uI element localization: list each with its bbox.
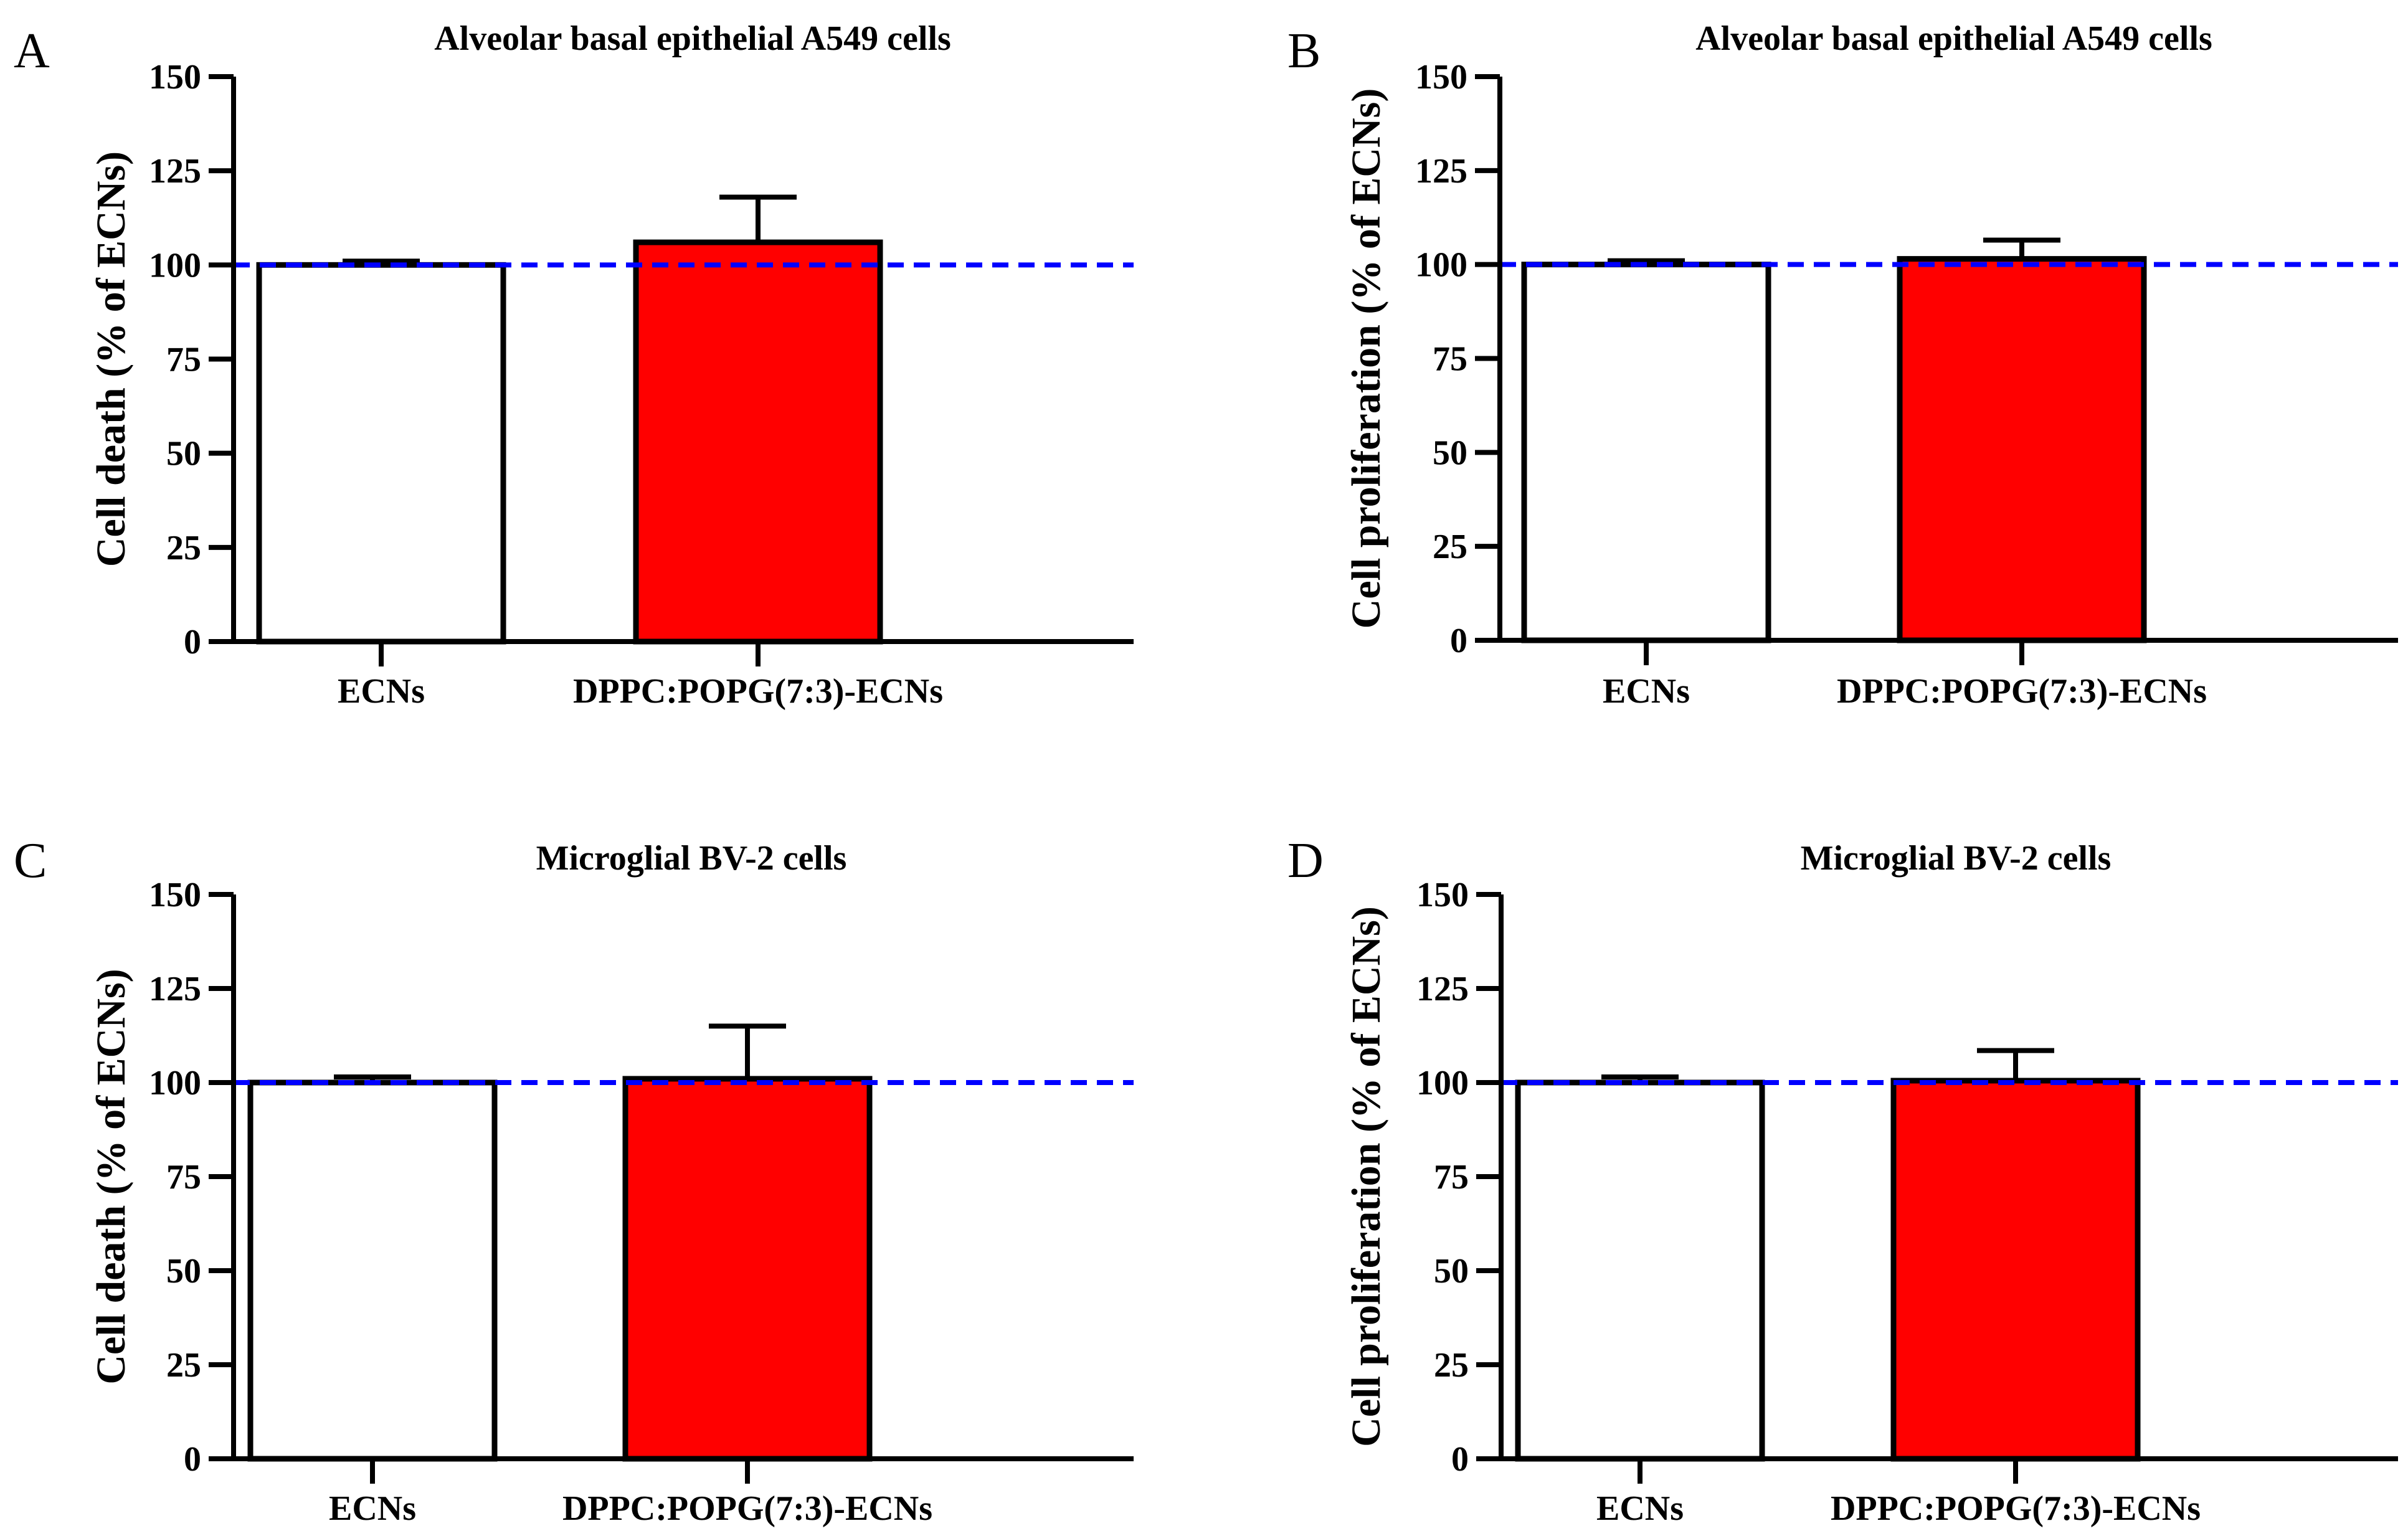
y-tick-label: 0 — [184, 1440, 201, 1479]
bar-dppc-popg-ecns — [633, 239, 883, 645]
y-tick-label: 25 — [166, 1346, 201, 1385]
x-tick-label: DPPC:POPG(7:3)-ECNs — [573, 672, 943, 711]
y-tick-label: 75 — [166, 341, 201, 379]
y-tick-label: 25 — [1433, 528, 1467, 566]
bar-dppc-popg-ecns — [622, 1076, 873, 1462]
bar-dppc-popg-ecns — [1897, 256, 2147, 643]
y-axis-label: Cell death (% of ECNs) — [88, 969, 134, 1384]
x-tick-label: ECNs — [1603, 672, 1690, 711]
x-tick-label: ECNs — [1596, 1489, 1684, 1528]
bar-ecns — [256, 262, 506, 645]
y-tick-label: 125 — [149, 970, 201, 1008]
y-tick-label: 25 — [166, 529, 201, 567]
y-tick-label: 50 — [1433, 434, 1467, 472]
y-tick-label: 0 — [184, 623, 201, 661]
chart-title: Alveolar basal epithelial A549 cells — [434, 19, 951, 58]
y-tick-label: 75 — [1433, 340, 1467, 379]
panel-letter: C — [14, 833, 47, 888]
y-tick-label: 25 — [1434, 1346, 1469, 1385]
y-tick-label: 0 — [1451, 1440, 1469, 1479]
chart-panel-b: B Alveolar basal epithelial A549 cells Cel… — [1287, 19, 2398, 711]
x-tick-label: DPPC:POPG(7:3)-ECNs — [562, 1489, 932, 1528]
y-tick-label: 125 — [1416, 970, 1469, 1008]
y-tick-label: 0 — [1450, 622, 1467, 660]
y-tick-label: 150 — [149, 876, 201, 914]
y-tick-label: 100 — [149, 1064, 201, 1102]
x-tick-label: DPPC:POPG(7:3)-ECNs — [1837, 672, 2207, 711]
chart-panel-d: D Microglial BV-2 cells Cell proliferation… — [1287, 833, 2398, 1528]
chart-title: Microglial BV-2 cells — [1801, 839, 2112, 878]
y-axis-label: Cell proliferation (% of ECNs) — [1344, 88, 1389, 629]
bar-dppc-popg-ecns — [1890, 1078, 2141, 1462]
y-tick-label: 150 — [149, 58, 201, 97]
chart-panel-a: A Alveolar basal epithelial A549 cells Cel… — [14, 19, 1134, 711]
y-tick-label: 125 — [1415, 152, 1467, 191]
x-tick-label: ECNs — [338, 672, 425, 711]
y-tick-label: 150 — [1416, 876, 1469, 914]
y-tick-label: 50 — [1434, 1252, 1469, 1291]
y-tick-label: 150 — [1415, 58, 1467, 97]
y-tick-label: 100 — [1415, 246, 1467, 285]
y-axis-label: Cell proliferation (% of ECNs) — [1344, 906, 1389, 1447]
panel-letter: A — [14, 24, 50, 78]
bar-ecns — [1515, 1079, 1765, 1462]
x-tick-label: DPPC:POPG(7:3)-ECNs — [1831, 1489, 2201, 1528]
y-tick-label: 50 — [166, 435, 201, 473]
bar-ecns — [1521, 262, 1771, 643]
y-axis-label: Cell death (% of ECNs) — [88, 151, 134, 567]
chart-panel-c: C Microglial BV-2 cells Cell death (% of E… — [14, 833, 1134, 1528]
bar-ecns — [247, 1079, 498, 1462]
chart-title: Microglial BV-2 cells — [536, 839, 847, 878]
y-tick-label: 50 — [166, 1252, 201, 1291]
y-tick-label: 125 — [149, 152, 201, 191]
y-tick-label: 100 — [1416, 1064, 1469, 1102]
y-tick-label: 100 — [149, 246, 201, 285]
x-tick-label: ECNs — [329, 1489, 416, 1528]
y-tick-label: 75 — [1434, 1158, 1469, 1197]
y-tick-label: 75 — [166, 1158, 201, 1197]
chart-title: Alveolar basal epithelial A549 cells — [1695, 19, 2212, 58]
panel-letter: D — [1287, 833, 1324, 888]
panel-letter: B — [1287, 24, 1320, 78]
